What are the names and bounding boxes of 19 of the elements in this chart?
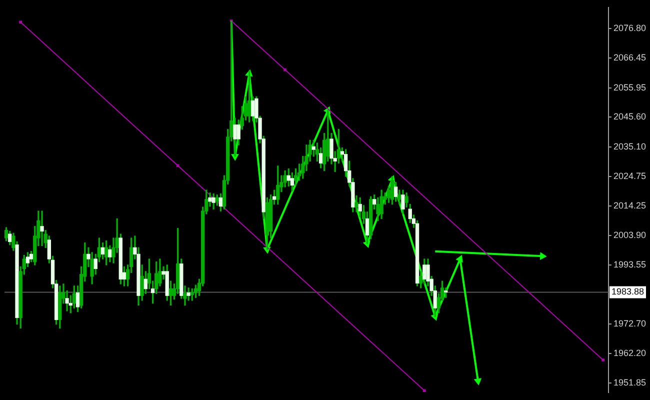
y-tick-label: 2035.10 [613,141,646,152]
y-tick-label: 1962.20 [613,348,646,358]
y-tick-label: 1993.55 [613,259,646,270]
candlestick [40,210,44,246]
point [19,20,22,24]
y-tick-label: 1951.85 [613,378,646,388]
point [474,378,482,386]
point [284,68,286,72]
point [602,358,605,362]
y-tick-label: 2076.80 [613,23,646,34]
ref-line-label: 1983.88 [611,286,644,297]
y-tick-label: 2024.75 [613,170,646,181]
y-tick-label: 2066.45 [613,52,646,63]
y-tick-label: 2014.25 [613,200,646,211]
y-tick-label: 2045.60 [613,112,646,122]
y-tick-label: 1972.70 [613,318,646,328]
point [456,254,463,263]
y-tick-label: 2055.95 [613,82,646,92]
y-tick-label: 2003.90 [613,230,646,240]
